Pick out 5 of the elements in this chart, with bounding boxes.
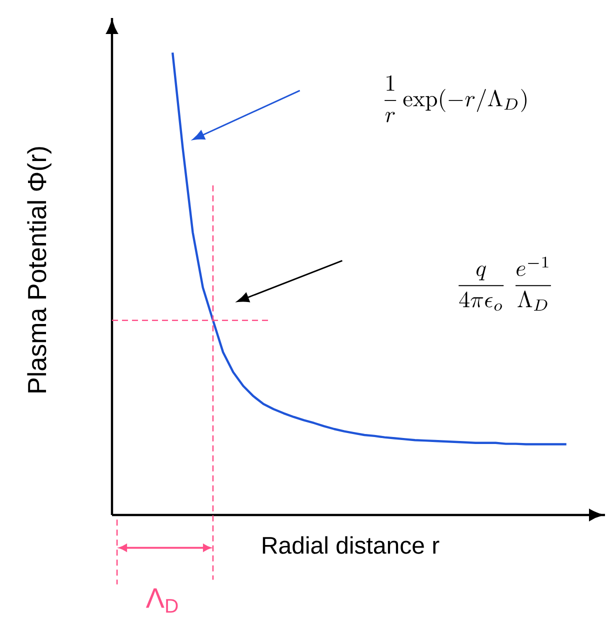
annotation: $\frac{q}{4\pi\epsilon_o}\;\frac{e^{-1}}{\Lambda_D}$ <box>458 256 551 311</box>
x-axis-title: Radial distance r <box>262 536 440 554</box>
text: Λ$_{D}$ <box>146 588 178 613</box>
annotation: $\frac{1}{r}\exp(-r/\Lambda_D)$ <box>384 75 526 122</box>
y-axis-title: Plasma Potential Φ(r) <box>27 147 52 392</box>
